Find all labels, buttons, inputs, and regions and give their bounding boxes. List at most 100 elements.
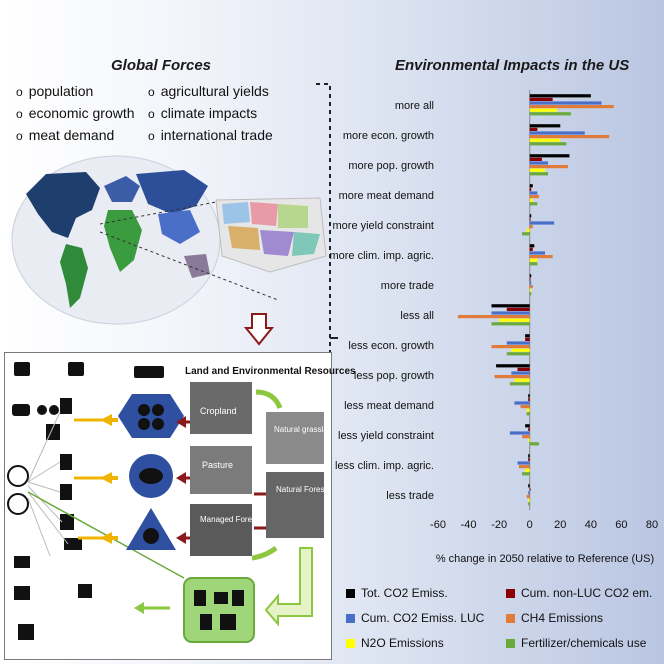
legend-item-tot-co2: Tot. CO2 Emiss. [346, 586, 448, 600]
bar [529, 262, 538, 266]
bar [528, 454, 530, 458]
bar [529, 191, 538, 195]
bar [520, 405, 530, 409]
force-international-trade: o international trade [148, 127, 273, 143]
bar [529, 277, 531, 281]
bracket [316, 83, 338, 660]
bar [522, 435, 530, 439]
bar [529, 214, 532, 218]
legend-swatch [346, 639, 355, 649]
bar [514, 401, 530, 405]
bar [529, 142, 567, 146]
bar [496, 364, 530, 368]
force-agricultural-yields: o agricultural yields [148, 83, 269, 99]
bar [511, 348, 530, 352]
legend-swatch [346, 589, 355, 599]
bar [491, 304, 530, 308]
photo-label-pasture: Pasture [202, 460, 233, 470]
bar [529, 274, 532, 278]
bar [529, 244, 535, 248]
photo-label-managed-forest: Managed Forest [200, 515, 259, 524]
bar [491, 322, 530, 326]
bar [529, 165, 568, 169]
bar [529, 288, 532, 292]
legend-item-cum-non-luc: Cum. non-LUC CO2 em. [506, 586, 652, 600]
bar [526, 495, 530, 499]
bar [517, 367, 530, 371]
bar [528, 457, 530, 461]
x-axis-label: % change in 2050 relative to Reference (… [436, 553, 654, 565]
force-population: o population [16, 83, 94, 99]
x-tick-label: -20 [491, 519, 507, 531]
force-meat-demand: o meat demand [16, 127, 115, 143]
bar [499, 318, 530, 322]
bar [529, 105, 614, 109]
bar [529, 202, 538, 206]
bar [494, 375, 530, 379]
x-tick-label: 60 [615, 519, 627, 531]
legend-swatch [506, 614, 515, 624]
bar [529, 124, 561, 128]
bar [529, 225, 533, 229]
bar [522, 472, 530, 476]
bar [511, 371, 530, 375]
bar [509, 382, 530, 386]
force-economic-growth: o economic growth [16, 105, 135, 121]
bar [529, 157, 542, 161]
x-tick-label: -40 [461, 519, 477, 531]
bar [529, 251, 545, 255]
bar [529, 487, 531, 491]
category-label: more meat demand [339, 190, 434, 202]
bar [529, 154, 570, 158]
category-label: more econ. growth [343, 130, 434, 142]
bar [529, 172, 549, 176]
category-label: more yield constraint [333, 220, 435, 232]
bar [529, 195, 539, 199]
x-tick-label: 0 [527, 519, 533, 531]
x-tick-label: 40 [585, 519, 597, 531]
bar [506, 352, 530, 356]
bar [506, 341, 530, 345]
impacts-bar-chart: more all more econ. growth more pop. growt… [330, 90, 658, 565]
bar [529, 138, 561, 142]
bar [529, 255, 553, 259]
photo-label-natural-forests: Natural Forests [276, 485, 330, 494]
bar [525, 334, 530, 338]
category-label: less all [400, 310, 434, 322]
category-label: less pop. growth [354, 370, 434, 382]
category-label: less yield constraint [338, 430, 434, 442]
bar [528, 498, 530, 502]
bar [529, 108, 558, 112]
bar [491, 345, 530, 349]
bar [528, 427, 530, 431]
force-climate-impacts: o climate impacts [148, 105, 258, 121]
category-label: less trade [386, 490, 434, 502]
photo-label-natural-grasslands: Natural grasslands [274, 425, 330, 434]
bar [528, 484, 530, 488]
bar [529, 221, 555, 225]
legend-item-ch4: CH4 Emissions [506, 611, 603, 625]
bar [529, 161, 549, 165]
bar [457, 315, 530, 319]
x-tick-label: -60 [430, 519, 446, 531]
photo-label-cropland: Cropland [200, 406, 237, 416]
bar [529, 442, 539, 446]
bar [528, 394, 530, 398]
category-label: more clim. imp. agric. [330, 250, 434, 262]
bar [526, 408, 530, 412]
legend-swatch [506, 639, 515, 649]
bar [529, 101, 602, 105]
category-label: less clim. imp. agric. [335, 460, 434, 472]
bar [529, 184, 533, 188]
bar [528, 397, 530, 401]
bar [526, 228, 530, 232]
bar [522, 232, 530, 236]
bar [514, 378, 530, 382]
legend-swatch [506, 589, 515, 599]
bar [519, 465, 530, 469]
bar [529, 94, 591, 98]
legend-item-n2o: N2O Emissions [346, 636, 444, 650]
category-label: more all [395, 100, 434, 112]
category-label: less econ. growth [348, 340, 434, 352]
bar [528, 438, 530, 442]
